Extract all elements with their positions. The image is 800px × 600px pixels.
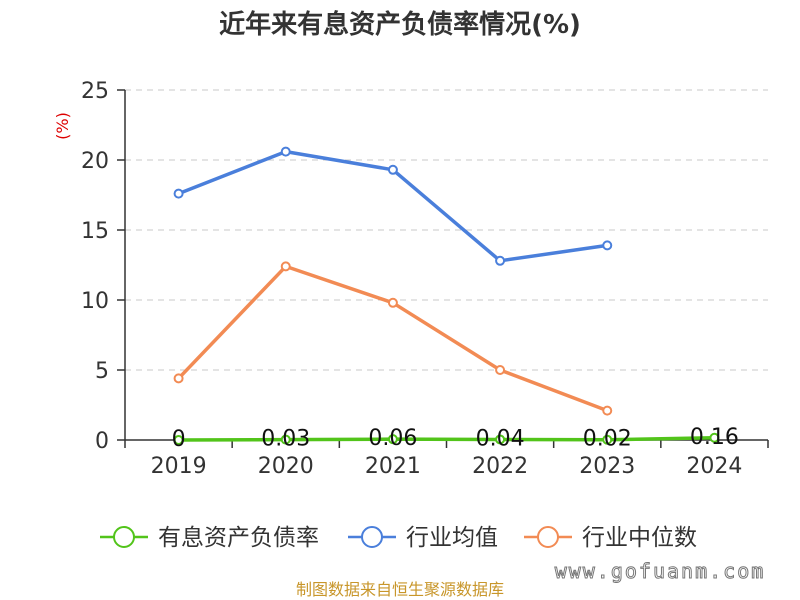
data-point — [280, 261, 291, 272]
data-label: 0.03 — [261, 427, 310, 452]
legend-item: 有息资产负债率 — [100, 525, 319, 551]
data-point — [495, 365, 506, 375]
series-line — [176, 264, 609, 413]
source-note: 制图数据来自恒生聚源数据库 — [296, 580, 504, 599]
data-point — [387, 164, 398, 175]
data-point — [602, 434, 613, 445]
y-tick-label: 0 — [95, 429, 109, 454]
x-tick-label: 2022 — [472, 454, 528, 479]
legend-marker — [537, 526, 559, 548]
y-tick-label: 20 — [81, 149, 109, 174]
x-tick-label: 2019 — [151, 454, 207, 479]
legend-label: 有息资产负债率 — [158, 525, 319, 551]
y-tick-label: 5 — [95, 359, 109, 384]
data-point — [495, 255, 506, 266]
watermark: www.gofuanm.com — [555, 559, 766, 583]
x-tick-label: 2024 — [686, 454, 742, 479]
legend-item: 行业均值 — [348, 525, 498, 551]
x-tick-label: 2021 — [365, 454, 421, 479]
x-tick-label: 2020 — [258, 454, 314, 479]
legend: 有息资产负债率 行业均值 行业中位数 — [100, 525, 697, 551]
data-point — [387, 434, 398, 445]
y-tick-label: 10 — [81, 289, 109, 314]
series — [173, 146, 720, 445]
data-point — [173, 373, 184, 384]
data-label: 0.16 — [690, 425, 739, 450]
legend-label: 行业均值 — [406, 525, 498, 551]
data-label: 0.02 — [583, 427, 632, 452]
data-label: 0 — [172, 427, 186, 452]
data-point — [495, 434, 506, 445]
legend-marker — [361, 526, 383, 548]
legend-item: 行业中位数 — [524, 525, 697, 551]
grid — [125, 89, 768, 371]
data-point — [602, 405, 613, 416]
data-point — [602, 240, 613, 251]
data-point — [173, 188, 184, 199]
data-labels: 0 0.03 0.06 0.04 0.02 0.16 — [172, 425, 739, 452]
data-point — [280, 146, 291, 157]
data-point — [280, 434, 291, 445]
legend-label: 行业中位数 — [582, 525, 697, 551]
data-point — [709, 432, 720, 443]
data-label: 0.06 — [368, 426, 417, 451]
data-point — [173, 435, 184, 445]
y-tick-label: 15 — [81, 219, 109, 244]
data-point — [387, 297, 398, 308]
data-label: 0.04 — [476, 426, 525, 451]
series-line — [176, 436, 717, 442]
y-axis-label: (%) — [53, 112, 72, 140]
y-tick-label: 25 — [81, 79, 109, 104]
x-tick-label: 2023 — [579, 454, 635, 479]
axes: 0 5 10 15 20 25 2019 2020 2021 2022 2023 2024 — [81, 79, 769, 479]
legend-marker — [113, 526, 135, 548]
chart-title: 近年来有息资产负债率情况(%) — [219, 9, 581, 40]
